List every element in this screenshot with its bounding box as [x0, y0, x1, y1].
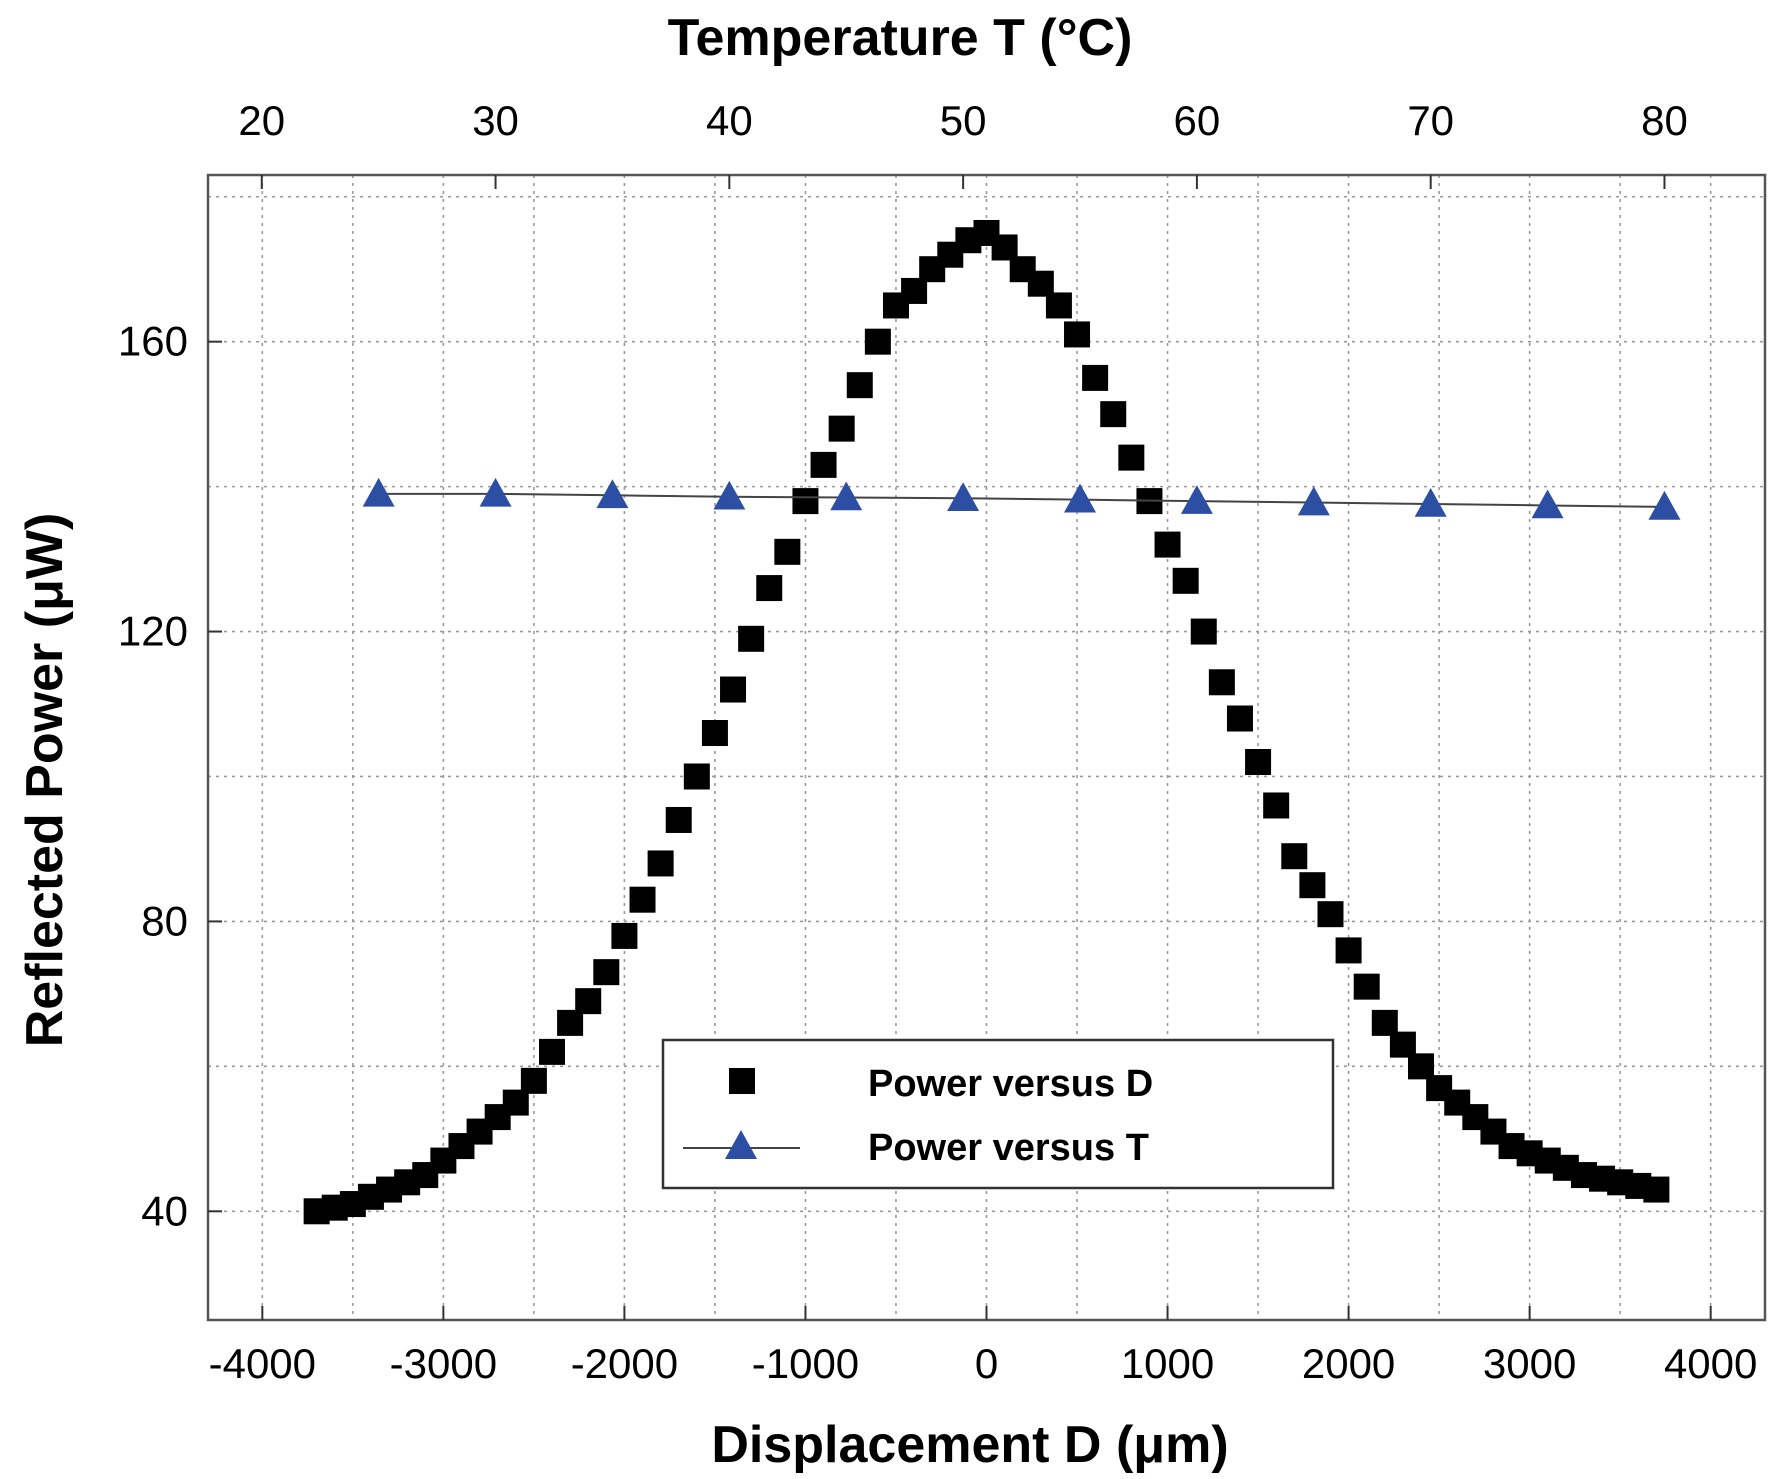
- data-point-power-vs-t: [830, 481, 863, 511]
- data-point-power-vs-d: [665, 806, 692, 833]
- data-point-power-vs-d: [520, 1067, 547, 1094]
- data-point-power-vs-d: [629, 886, 656, 913]
- x-tick-label: 3000: [1483, 1340, 1576, 1387]
- legend-marker-power-vs-d: [729, 1068, 755, 1094]
- x2-tick-label: 30: [472, 97, 519, 144]
- data-point-power-vs-d: [774, 538, 801, 565]
- data-point-power-vs-d: [502, 1089, 529, 1116]
- x-tick-label: -1000: [752, 1340, 859, 1387]
- series-line-power-vs-t: [378, 492, 1665, 508]
- x-tick-label: 1000: [1121, 1340, 1214, 1387]
- data-point-power-vs-d: [756, 575, 783, 602]
- legend-label-power-vs-d: Power versus D: [868, 1063, 1153, 1105]
- x2-tick-label: 60: [1174, 97, 1221, 144]
- x2-tick-label: 70: [1407, 97, 1454, 144]
- data-point-power-vs-d: [538, 1038, 565, 1065]
- data-point-power-vs-d: [1281, 843, 1308, 870]
- data-point-power-vs-d: [810, 451, 837, 478]
- data-point-power-vs-d: [1100, 401, 1127, 428]
- x2-tick-label: 20: [238, 97, 285, 144]
- data-point-power-vs-t: [947, 482, 980, 512]
- x2-tick-label: 40: [706, 97, 753, 144]
- data-point-power-vs-t: [1648, 490, 1681, 520]
- x-tick-label: 4000: [1664, 1340, 1757, 1387]
- y-axis-title: Reflected Power (μW): [16, 513, 74, 1048]
- data-point-power-vs-d: [1154, 531, 1181, 558]
- data-point-power-vs-d: [1064, 321, 1091, 348]
- x-tick-label: -3000: [390, 1340, 497, 1387]
- x-tick-label: -4000: [209, 1340, 316, 1387]
- data-point-power-vs-t: [713, 480, 746, 510]
- data-point-power-vs-d: [1027, 270, 1054, 297]
- data-point-power-vs-t: [1531, 489, 1564, 519]
- data-point-power-vs-d: [846, 372, 873, 399]
- x-tick-label: 2000: [1302, 1340, 1395, 1387]
- data-point-power-vs-t: [479, 477, 512, 507]
- data-point-power-vs-t: [362, 477, 395, 507]
- data-point-power-vs-d: [864, 328, 891, 355]
- legend-label-power-vs-t: Power versus T: [868, 1127, 1149, 1169]
- y-tick-label: 160: [118, 318, 188, 365]
- data-point-power-vs-t: [1064, 483, 1097, 513]
- data-point-power-vs-d: [701, 720, 728, 747]
- data-point-power-vs-t: [596, 479, 629, 509]
- data-point-power-vs-d: [557, 1009, 584, 1036]
- data-point-power-vs-d: [991, 234, 1018, 261]
- legend-box: [661, 1038, 1335, 1190]
- x2-tick-label: 50: [940, 97, 987, 144]
- data-point-power-vs-d: [1643, 1176, 1670, 1203]
- bottom-axis-title: Displacement D (μm): [711, 1416, 1228, 1474]
- data-point-power-vs-d: [1045, 292, 1072, 319]
- data-point-power-vs-d: [1317, 901, 1344, 928]
- legend: Power versus D Power versus T: [661, 1038, 1335, 1190]
- axes: -4000 -3000 -2000 -1000 0 1000 2000 3000 4000 20 3…: [118, 97, 1757, 1387]
- data-point-power-vs-d: [828, 415, 855, 442]
- data-point-power-vs-d: [647, 850, 674, 877]
- data-point-power-vs-d: [792, 488, 819, 515]
- data-point-power-vs-d: [1118, 444, 1145, 471]
- data-point-power-vs-d: [1226, 705, 1253, 732]
- data-point-power-vs-d: [1353, 973, 1380, 1000]
- data-point-power-vs-d: [683, 763, 710, 790]
- data-point-power-vs-d: [1408, 1053, 1435, 1080]
- data-point-power-vs-d: [901, 277, 928, 304]
- data-point-power-vs-d: [1335, 937, 1362, 964]
- data-point-power-vs-d: [1299, 872, 1326, 899]
- data-point-power-vs-t: [1180, 485, 1213, 514]
- series-layer: [303, 219, 1681, 1225]
- x2-tick-label: 80: [1641, 97, 1688, 144]
- data-point-power-vs-d: [1082, 364, 1109, 391]
- data-point-power-vs-d: [1245, 748, 1272, 775]
- data-point-power-vs-d: [1371, 1009, 1398, 1036]
- data-point-power-vs-d: [1208, 669, 1235, 696]
- data-point-power-vs-d: [738, 625, 765, 652]
- x-tick-label: 0: [975, 1340, 998, 1387]
- data-point-power-vs-t: [1297, 486, 1330, 516]
- legend-marker-power-vs-t: [725, 1130, 757, 1159]
- data-point-power-vs-d: [1389, 1031, 1416, 1058]
- data-point-power-vs-d: [720, 676, 747, 703]
- top-axis-title: Temperature T (°C): [668, 9, 1133, 67]
- data-point-power-vs-d: [1172, 567, 1199, 594]
- data-point-power-vs-t: [1414, 488, 1447, 517]
- data-point-power-vs-d: [1190, 618, 1217, 645]
- data-point-power-vs-d: [1263, 792, 1290, 819]
- y-tick-label: 120: [118, 608, 188, 655]
- y-tick-label: 40: [141, 1187, 188, 1234]
- x-tick-label: -2000: [571, 1340, 678, 1387]
- data-point-power-vs-d: [611, 922, 638, 949]
- data-point-power-vs-d: [575, 988, 602, 1015]
- data-point-power-vs-d: [593, 959, 620, 986]
- y-tick-label: 80: [141, 897, 188, 944]
